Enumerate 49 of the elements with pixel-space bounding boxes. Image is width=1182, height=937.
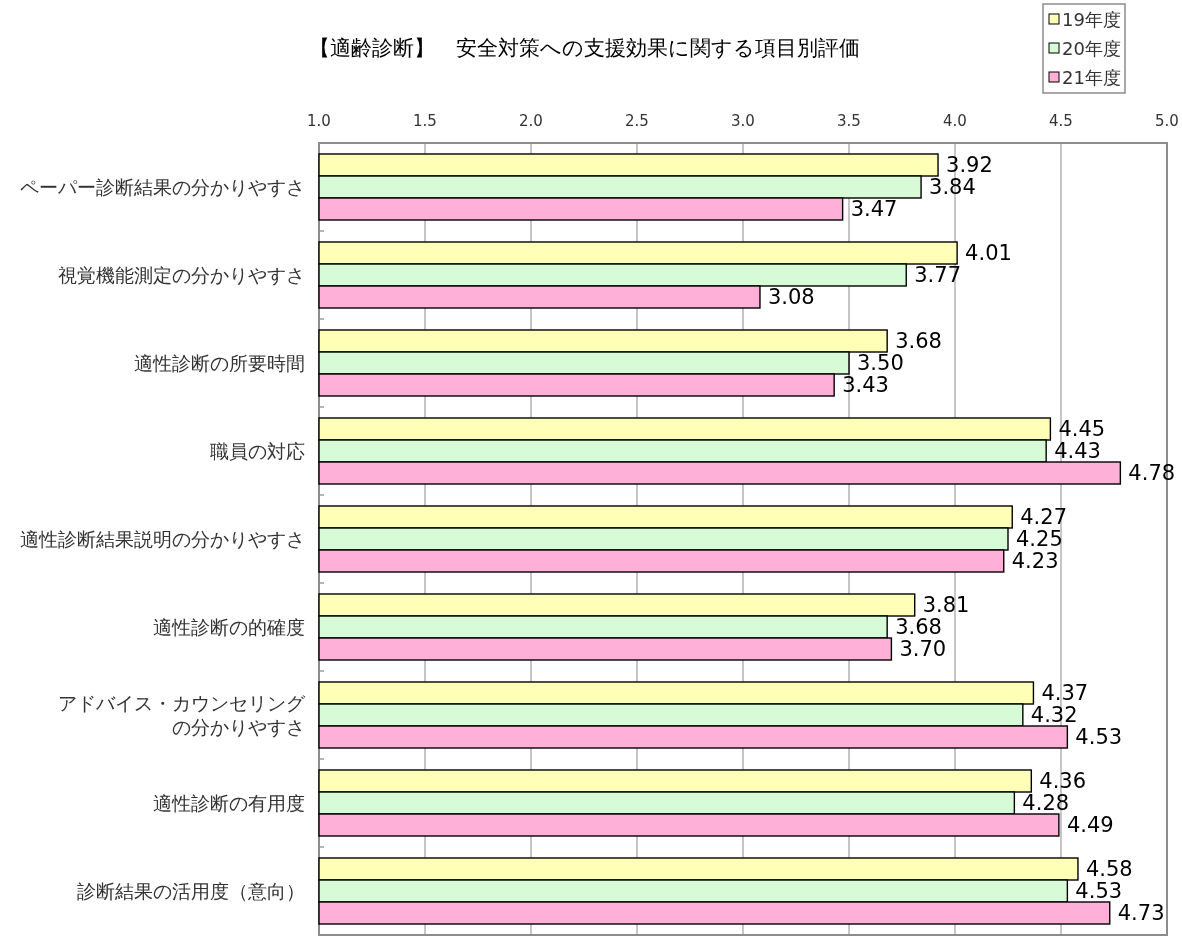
x-tick-label: 3.0 xyxy=(731,112,755,130)
legend-label: 19年度 xyxy=(1062,8,1121,30)
data-label: 4.01 xyxy=(965,241,1012,265)
data-label: 3.68 xyxy=(895,615,942,639)
y-tick-label: 職員の対応 xyxy=(210,440,305,462)
x-tick-label: 3.5 xyxy=(837,112,861,130)
y-tick-label: 適性診断の的確度 xyxy=(153,616,305,638)
data-label: 4.73 xyxy=(1117,901,1165,925)
x-tick-label: 2.5 xyxy=(625,112,649,130)
data-label: 3.92 xyxy=(946,153,993,177)
y-tick-label: ペーパー診断結果の分かりやすさ xyxy=(20,176,305,198)
x-tick-label: 4.5 xyxy=(1049,112,1073,130)
data-label: 3.50 xyxy=(857,351,904,375)
y-tick-label: 視覚機能測定の分かりやすさ xyxy=(58,264,305,286)
data-label: 4.78 xyxy=(1128,461,1176,485)
data-label: 4.53 xyxy=(1075,725,1123,749)
data-label: 3.81 xyxy=(922,593,970,617)
data-label: 4.32 xyxy=(1030,703,1078,727)
data-label: 3.68 xyxy=(895,329,942,353)
data-label: 4.27 xyxy=(1020,505,1068,529)
y-tick-label: アドバイス・カウンセリングの分かりやすさ xyxy=(58,692,306,738)
y-tick-label: 診断結果の活用度（意向） xyxy=(77,880,305,902)
data-label: 4.43 xyxy=(1054,439,1101,463)
data-label: 3.08 xyxy=(767,285,815,309)
x-tick-label: 1.5 xyxy=(413,112,437,130)
data-label: 3.43 xyxy=(842,373,889,397)
y-tick-label: 適性診断の有用度 xyxy=(153,792,305,814)
y-tick-label: 適性診断の所要時間 xyxy=(134,352,305,374)
legend-label: 21年度 xyxy=(1062,66,1121,88)
data-label: 3.47 xyxy=(850,197,898,221)
data-label: 3.84 xyxy=(929,175,976,199)
x-tick-label: 2.0 xyxy=(519,112,543,130)
data-label: 4.25 xyxy=(1016,527,1063,551)
data-label: 4.49 xyxy=(1066,813,1114,837)
chart-title: 【適齢診断】 安全対策への支援効果に関する項目別評価 xyxy=(308,36,860,60)
data-label: 4.53 xyxy=(1075,879,1123,903)
data-label: 4.28 xyxy=(1022,791,1070,815)
data-label: 4.23 xyxy=(1011,549,1059,573)
data-label: 4.37 xyxy=(1041,681,1089,705)
legend-label: 20年度 xyxy=(1062,37,1121,59)
data-label: 3.77 xyxy=(914,263,962,287)
x-tick-label: 4.0 xyxy=(943,112,967,130)
data-label: 4.58 xyxy=(1085,857,1133,881)
data-label: 3.70 xyxy=(899,637,947,661)
x-tick-label: 1.0 xyxy=(307,112,331,130)
y-tick-label: 適性診断結果説明の分かりやすさ xyxy=(20,528,305,550)
data-label: 4.36 xyxy=(1039,769,1087,793)
data-label: 4.45 xyxy=(1058,417,1106,441)
x-tick-label: 5.0 xyxy=(1155,112,1179,130)
